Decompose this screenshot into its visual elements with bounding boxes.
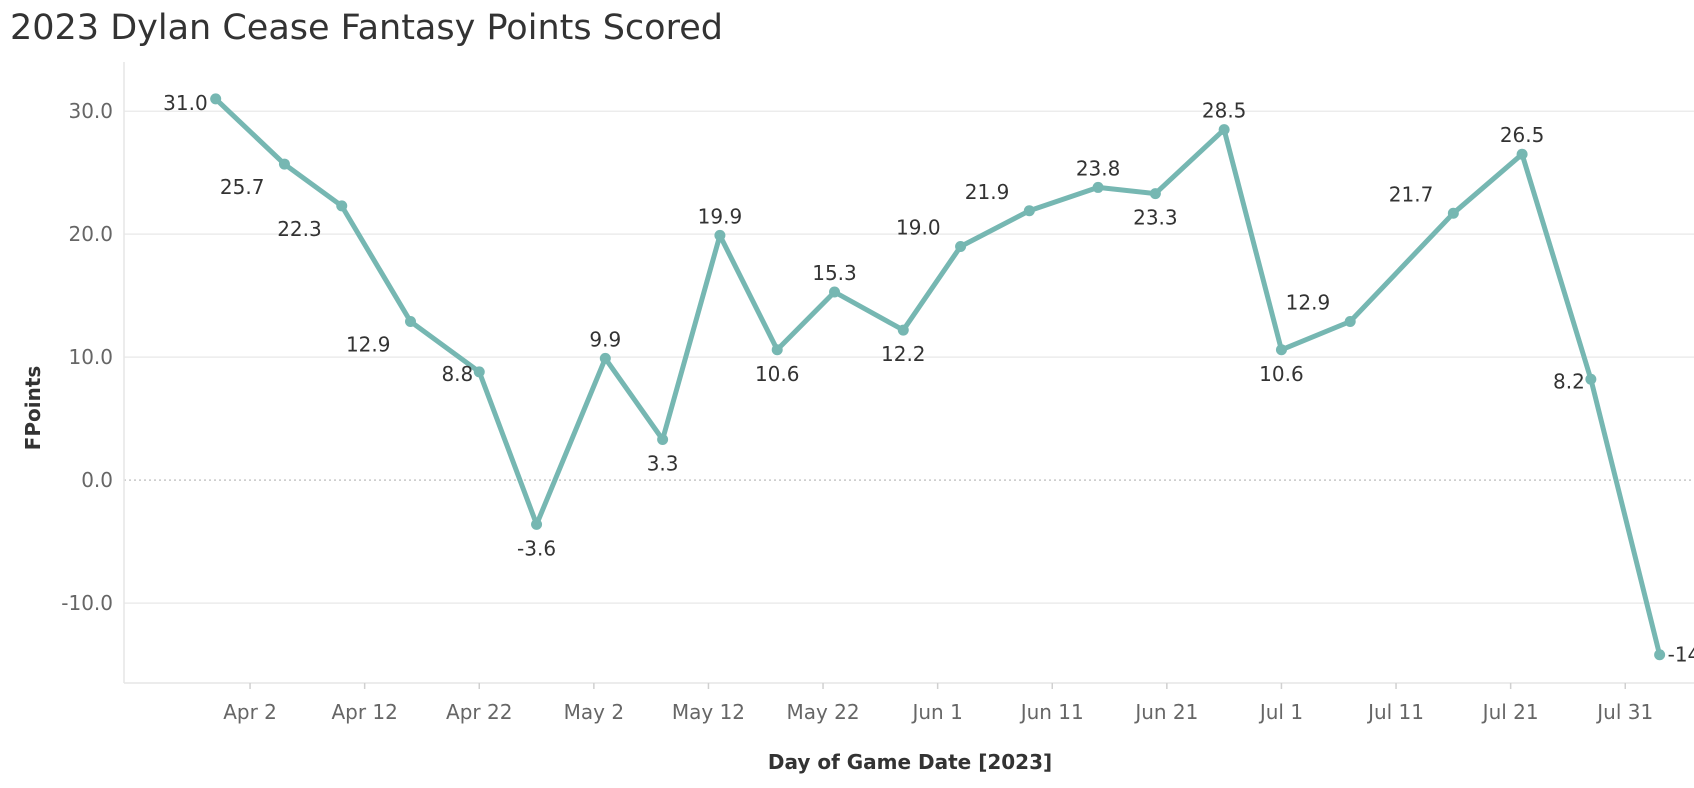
x-tick-label: Jun 1 (910, 700, 962, 724)
data-point (1447, 207, 1459, 219)
y-tick-label: 0.0 (81, 468, 113, 492)
x-tick-label: Jul 21 (1481, 700, 1539, 724)
data-point (531, 518, 543, 530)
x-axis-ticks: Apr 2 Apr 12 Apr 22 May 2 May 12 May 22 Jun 1 J… (223, 683, 1653, 724)
y-axis-title: FPoints (21, 366, 45, 451)
axes (123, 62, 1694, 684)
x-tick-label: May 2 (564, 700, 624, 724)
data-label: 21.7 (1389, 182, 1434, 206)
data-label: 31.0 (163, 91, 208, 115)
data-label: 19.0 (896, 215, 941, 239)
x-tick-label: May 12 (672, 700, 745, 724)
data-label: 10.6 (1259, 362, 1304, 386)
data-label: -14.2 (1668, 643, 1694, 667)
y-axis-ticks: 30.0 20.0 10.0 0.0 -10.0 (61, 99, 113, 615)
gridlines (124, 110, 1694, 604)
data-label: 28.5 (1202, 99, 1247, 123)
data-point (599, 352, 611, 364)
data-point (1585, 373, 1597, 385)
data-point (1344, 315, 1356, 327)
data-point (1218, 124, 1230, 136)
x-tick-label: Jul 1 (1258, 700, 1303, 724)
data-point (829, 286, 841, 298)
data-point (1654, 649, 1666, 661)
data-point (1516, 148, 1528, 160)
x-axis-title: Day of Game Date [2023] (768, 750, 1052, 774)
data-label: -3.6 (517, 536, 556, 560)
x-tick-label: Jul 31 (1595, 700, 1653, 724)
data-label: 23.3 (1133, 206, 1178, 230)
series-line (213, 96, 1663, 658)
x-tick-label: Jun 11 (1019, 700, 1084, 724)
data-label: 12.2 (881, 342, 926, 366)
data-point (897, 324, 909, 336)
data-label: 10.6 (755, 362, 800, 386)
y-tick-label: 20.0 (68, 222, 113, 246)
x-tick-label: Jul 11 (1366, 700, 1424, 724)
data-point (336, 200, 348, 212)
data-point (955, 240, 967, 252)
x-tick-label: Jun 21 (1133, 700, 1198, 724)
data-label: 21.9 (965, 180, 1010, 204)
x-tick-label: Apr 22 (446, 700, 512, 724)
data-label: 22.3 (277, 217, 322, 241)
data-label: 19.9 (698, 204, 743, 228)
data-point (1023, 205, 1035, 217)
data-label: 12.9 (1286, 290, 1331, 314)
data-point (657, 434, 669, 446)
data-point (1149, 188, 1161, 200)
data-label: 25.7 (220, 175, 265, 199)
data-points (210, 93, 1666, 661)
data-labels: 31.0 25.7 22.3 12.9 8.8 -3.6 9.9 3.3 19.9 10.6 15.… (163, 91, 1694, 667)
x-tick-label: Apr 12 (331, 700, 397, 724)
data-point (1275, 344, 1287, 356)
data-point (278, 158, 290, 170)
data-label: 12.9 (346, 332, 391, 356)
y-tick-label: 30.0 (68, 99, 113, 123)
data-label: 23.8 (1076, 156, 1121, 180)
chart-title: 2023 Dylan Cease Fantasy Points Scored (10, 8, 723, 48)
x-tick-label: May 22 (786, 700, 859, 724)
data-point (473, 366, 485, 378)
data-label: 15.3 (812, 261, 857, 285)
data-label: 9.9 (589, 327, 621, 351)
data-label: 3.3 (647, 452, 679, 476)
data-label: 8.2 (1553, 369, 1585, 393)
data-point (714, 229, 726, 241)
data-point (771, 344, 783, 356)
y-tick-label: -10.0 (61, 591, 113, 615)
data-point (404, 315, 416, 327)
x-tick-label: Apr 2 (223, 700, 277, 724)
data-label: 8.8 (441, 362, 473, 386)
data-point (1092, 181, 1104, 193)
y-tick-label: 10.0 (68, 345, 113, 369)
data-point (210, 93, 222, 105)
data-label: 26.5 (1500, 123, 1545, 147)
